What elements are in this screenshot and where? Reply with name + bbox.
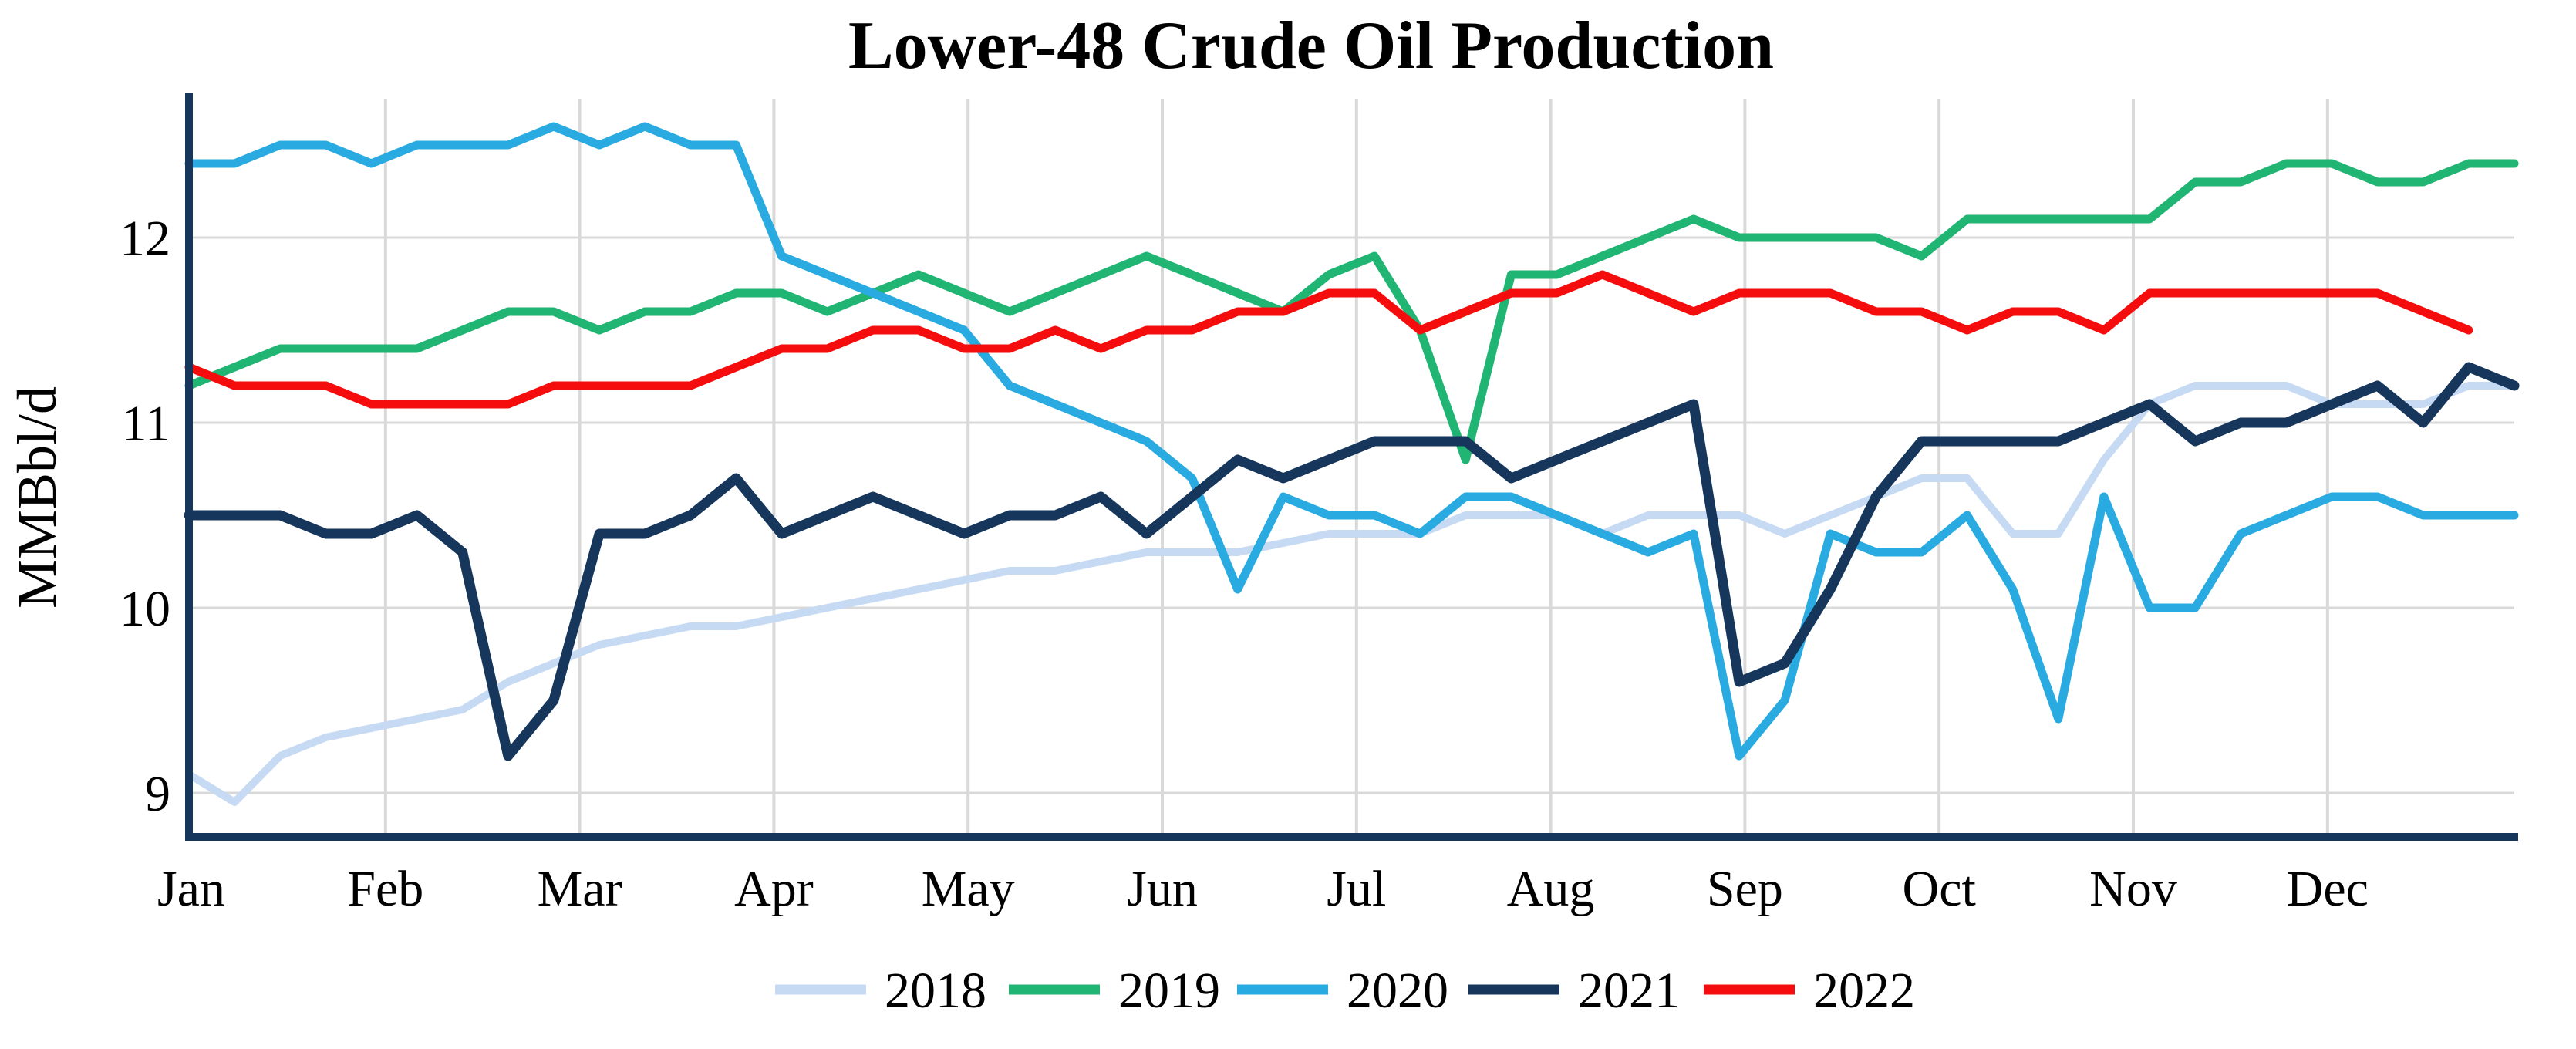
series-line-2018 <box>185 382 2518 806</box>
legend-label-2020: 2020 <box>1347 963 1448 1019</box>
legend-label-2021: 2021 <box>1578 963 1680 1019</box>
series-line-2020 <box>184 122 2519 761</box>
y-tick-labels: 12 11 10 9 <box>120 211 170 822</box>
x-tick-label-nov: Nov <box>2089 861 2177 917</box>
legend-label-2022: 2022 <box>1813 963 1915 1019</box>
chart-title: Lower-48 Crude Oil Production <box>848 8 1774 83</box>
x-tick-label-dec: Dec <box>2287 861 2369 917</box>
x-tick-labels: Jan Feb Mar Apr May Jun Jul Aug Sep Oct Nov Dec <box>157 861 2369 917</box>
legend-item-2019: 2019 <box>1009 963 1220 1019</box>
x-tick-label-jul: Jul <box>1327 861 1386 917</box>
legend: 2018 2019 2020 2021 2022 <box>775 963 1915 1019</box>
y-tick-label-12: 12 <box>120 211 170 267</box>
x-tick-label-jun: Jun <box>1127 861 1198 917</box>
x-tick-label-sep: Sep <box>1707 861 1783 917</box>
series-lines <box>184 122 2520 806</box>
legend-label-2018: 2018 <box>885 963 986 1019</box>
x-tick-label-jan: Jan <box>157 861 225 917</box>
series-line-2022 <box>184 270 2473 409</box>
legend-label-2019: 2019 <box>1118 963 1220 1019</box>
y-tick-label-10: 10 <box>120 581 170 637</box>
y-tick-label-9: 9 <box>145 766 170 822</box>
x-tick-label-apr: Apr <box>734 861 814 917</box>
axes <box>185 93 2518 841</box>
x-tick-label-may: May <box>922 861 1015 917</box>
legend-item-2021: 2021 <box>1468 963 1680 1019</box>
legend-item-2018: 2018 <box>775 963 986 1019</box>
x-tick-label-aug: Aug <box>1507 861 1595 917</box>
legend-item-2020: 2020 <box>1237 963 1448 1019</box>
series-line-2019 <box>184 159 2519 464</box>
vertical-gridlines <box>383 99 2329 837</box>
series-line-2021 <box>184 362 2520 761</box>
x-tick-label-oct: Oct <box>1903 861 1976 917</box>
x-tick-label-mar: Mar <box>538 861 622 917</box>
y-axis-title: MMBbl/d <box>6 386 68 609</box>
x-tick-label-feb: Feb <box>347 861 423 917</box>
y-tick-label-11: 11 <box>121 396 170 452</box>
legend-item-2022: 2022 <box>1704 963 1915 1019</box>
